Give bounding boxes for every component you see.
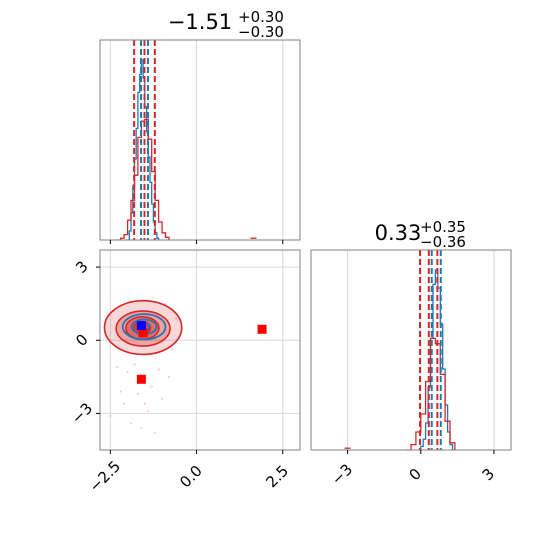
joint-sample-point: [123, 402, 126, 405]
hist2-series-blue: [418, 269, 454, 450]
joint-sample-point: [143, 402, 146, 405]
hist2-xtick-label: 0: [405, 465, 424, 484]
joint-xtick-label: −2.5: [86, 457, 124, 495]
joint-sample-point: [147, 409, 150, 413]
hist1-frame: [99, 39, 301, 241]
hist-panel-param1: −1.51 +0.30 −0.30: [99, 8, 301, 244]
hist2-title-value: 0.33: [375, 221, 422, 245]
hist2-ticks: −3 0 3: [328, 450, 498, 489]
hist1-title-sub: −0.30: [238, 23, 284, 41]
joint-sample-point: [133, 363, 136, 366]
joint-xtick-label: 2.5: [262, 462, 292, 492]
hist2-title: 0.33: [375, 221, 422, 245]
joint-sample-point: [157, 368, 160, 371]
joint-frame: [99, 249, 301, 451]
hist-panel-param2: −3 0 3 0.33 +0.35 −0.36: [310, 218, 512, 489]
hist2-xtick-label: 3: [479, 465, 498, 484]
hist2-xtick-label: −3: [328, 460, 356, 488]
joint-ticks: −2.5 0.0 2.5 3 0 −3: [68, 257, 292, 495]
hist1-series: [117, 40, 257, 240]
joint-contour-blue: [121, 313, 167, 341]
joint-ytick-label: −3: [68, 399, 96, 427]
hist1-title-value: −1.51: [168, 10, 232, 34]
joint-sample-point: [116, 365, 119, 369]
hist1-title: −1.51: [168, 10, 232, 34]
joint-marker-red: [136, 374, 146, 384]
joint-marker-blue: [136, 321, 146, 331]
hist1-series-red: [117, 118, 170, 240]
hist2-title-sub: −0.36: [420, 233, 466, 251]
joint-ytick-label: 0: [72, 331, 91, 350]
joint-xtick-label: 0.0: [176, 462, 206, 492]
hist2-frame: [310, 249, 512, 451]
hist2-title-sup: +0.35: [420, 218, 466, 236]
hist2-series: [344, 250, 456, 450]
joint-marker-red: [257, 324, 267, 334]
hist1-ticks: [109, 240, 284, 244]
hist1-series-blue: [127, 59, 160, 240]
hist1-title-sup: +0.30: [238, 8, 284, 26]
joint-sample-point: [171, 348, 174, 352]
joint-sample-point: [119, 390, 122, 393]
joint-sample-point: [154, 431, 157, 435]
joint-sample-point: [140, 426, 143, 430]
joint-sample-point: [136, 392, 140, 396]
joint-marker-red: [138, 328, 148, 338]
hist2-series-red: [406, 337, 456, 450]
joint-sample-point: [164, 302, 167, 305]
joint-sample-point: [174, 317, 177, 320]
joint-sample-point: [129, 422, 133, 425]
joint-sample-point: [109, 414, 112, 417]
joint-sample-point: [160, 397, 164, 400]
joint-ytick-label: 3: [72, 257, 91, 276]
joint-panel: −2.5 0.0 2.5 3 0 −3: [68, 249, 301, 496]
joint-sample-point: [126, 370, 129, 374]
joint-sample-point: [150, 385, 153, 388]
joint-sample-point: [167, 375, 171, 378]
joint-contours: [103, 299, 267, 435]
hist1-gridlines: [109, 40, 284, 240]
